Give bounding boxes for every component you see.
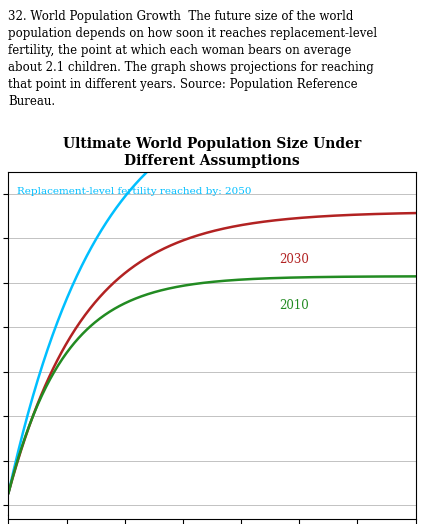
Text: Replacement-level fertility reached by: 2050: Replacement-level fertility reached by: …	[17, 187, 252, 196]
Text: 32. World Population Growth  The future size of the world
population depends on : 32. World Population Growth The future s…	[8, 10, 378, 108]
Text: 2030: 2030	[279, 253, 309, 266]
Text: 2010: 2010	[279, 299, 309, 312]
Title: Ultimate World Population Size Under
Different Assumptions: Ultimate World Population Size Under Dif…	[63, 137, 361, 168]
